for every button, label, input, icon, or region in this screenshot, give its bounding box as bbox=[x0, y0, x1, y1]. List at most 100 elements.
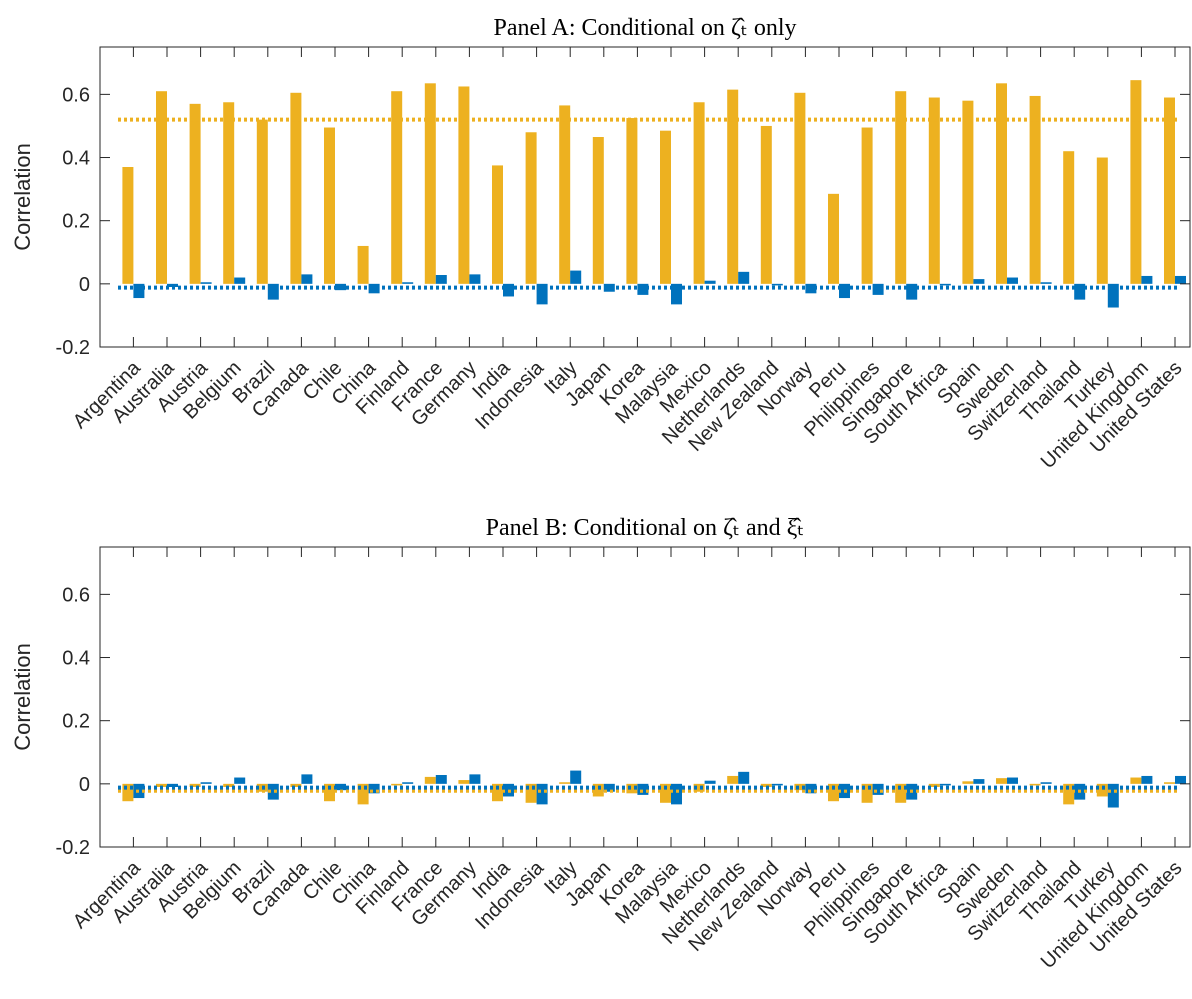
bar bbox=[1074, 283, 1086, 300]
bar bbox=[1175, 275, 1186, 284]
bar bbox=[424, 83, 436, 284]
bar bbox=[536, 283, 548, 305]
bar bbox=[189, 783, 201, 787]
bar bbox=[1130, 80, 1142, 284]
bar bbox=[357, 245, 369, 284]
bar bbox=[839, 283, 850, 299]
y-tick-label: 0.6 bbox=[62, 84, 90, 106]
bar bbox=[861, 783, 873, 803]
bar bbox=[156, 783, 167, 787]
bar bbox=[939, 783, 951, 786]
chart-title: Panel A: Conditional on ζ̂ₜ only bbox=[493, 15, 796, 41]
bar bbox=[570, 770, 582, 784]
bar bbox=[256, 119, 268, 284]
bar bbox=[828, 193, 839, 284]
bar bbox=[167, 783, 178, 787]
bar bbox=[301, 274, 313, 284]
bar bbox=[424, 776, 436, 784]
bar bbox=[1175, 775, 1186, 784]
bar bbox=[760, 783, 772, 787]
bar bbox=[704, 280, 716, 284]
bar bbox=[1096, 157, 1108, 284]
bar bbox=[267, 783, 279, 800]
bar bbox=[189, 103, 201, 284]
bar bbox=[525, 132, 537, 284]
bar bbox=[794, 783, 806, 791]
bar bbox=[738, 271, 750, 284]
bar bbox=[1141, 775, 1153, 784]
bar bbox=[895, 91, 907, 284]
bar bbox=[1130, 777, 1142, 784]
bar bbox=[368, 783, 380, 794]
y-tick-label: -0.2 bbox=[56, 337, 90, 359]
bar bbox=[704, 780, 716, 784]
y-tick-label: 0.2 bbox=[62, 211, 90, 233]
bar bbox=[771, 783, 783, 786]
bar bbox=[458, 86, 470, 284]
axes-box bbox=[99, 546, 1191, 848]
y-tick-label: 0.4 bbox=[62, 148, 90, 170]
bar bbox=[1063, 151, 1075, 284]
bar bbox=[469, 274, 481, 284]
bar bbox=[200, 782, 212, 784]
bar bbox=[626, 118, 638, 284]
bar bbox=[290, 92, 302, 284]
bar bbox=[928, 97, 940, 284]
bar bbox=[973, 279, 985, 284]
bar bbox=[771, 283, 783, 286]
bar bbox=[1029, 95, 1041, 284]
bar bbox=[234, 777, 246, 784]
bar bbox=[223, 783, 235, 787]
bar bbox=[1040, 282, 1052, 284]
bar bbox=[727, 775, 739, 784]
y-tick-label: 0 bbox=[79, 774, 90, 796]
bar bbox=[290, 783, 302, 787]
bar bbox=[525, 783, 537, 803]
bar bbox=[234, 277, 246, 284]
bar bbox=[503, 283, 514, 297]
y-tick-label: 0.4 bbox=[62, 648, 90, 670]
bar bbox=[603, 283, 615, 292]
y-axis-label: Correlation bbox=[10, 643, 35, 751]
bar bbox=[996, 83, 1007, 284]
bar bbox=[1164, 782, 1175, 784]
y-tick-label: 0.6 bbox=[62, 584, 90, 606]
bar bbox=[559, 105, 571, 284]
bar bbox=[223, 102, 235, 284]
bar bbox=[660, 783, 671, 803]
bar bbox=[872, 283, 884, 295]
bar bbox=[895, 783, 907, 803]
bar bbox=[469, 774, 481, 784]
bar bbox=[738, 771, 750, 784]
bar bbox=[391, 783, 403, 786]
bar bbox=[133, 283, 145, 299]
bar bbox=[391, 91, 403, 284]
bar bbox=[1007, 277, 1018, 284]
bar bbox=[402, 782, 414, 784]
bar bbox=[861, 127, 873, 284]
bar bbox=[156, 91, 167, 284]
chart-title: Panel B: Conditional on ζ̂ₜ and ξ̂ₜ bbox=[486, 515, 805, 541]
bar bbox=[693, 783, 705, 792]
bar bbox=[1029, 783, 1041, 786]
bar bbox=[603, 783, 615, 792]
bar bbox=[872, 783, 884, 795]
bar bbox=[693, 102, 705, 284]
bar bbox=[727, 89, 739, 284]
bar bbox=[928, 783, 940, 787]
y-axis-label: Correlation bbox=[10, 143, 35, 251]
bar bbox=[122, 167, 134, 284]
bar bbox=[660, 130, 671, 284]
bar bbox=[368, 283, 380, 294]
bar bbox=[671, 783, 682, 805]
bar bbox=[962, 781, 974, 784]
bar bbox=[906, 283, 918, 300]
bar bbox=[996, 778, 1007, 784]
bar bbox=[1063, 783, 1075, 805]
bar bbox=[357, 783, 369, 805]
bar bbox=[200, 282, 212, 284]
bar bbox=[167, 283, 178, 287]
bar bbox=[1164, 97, 1175, 284]
bar bbox=[1107, 783, 1119, 808]
